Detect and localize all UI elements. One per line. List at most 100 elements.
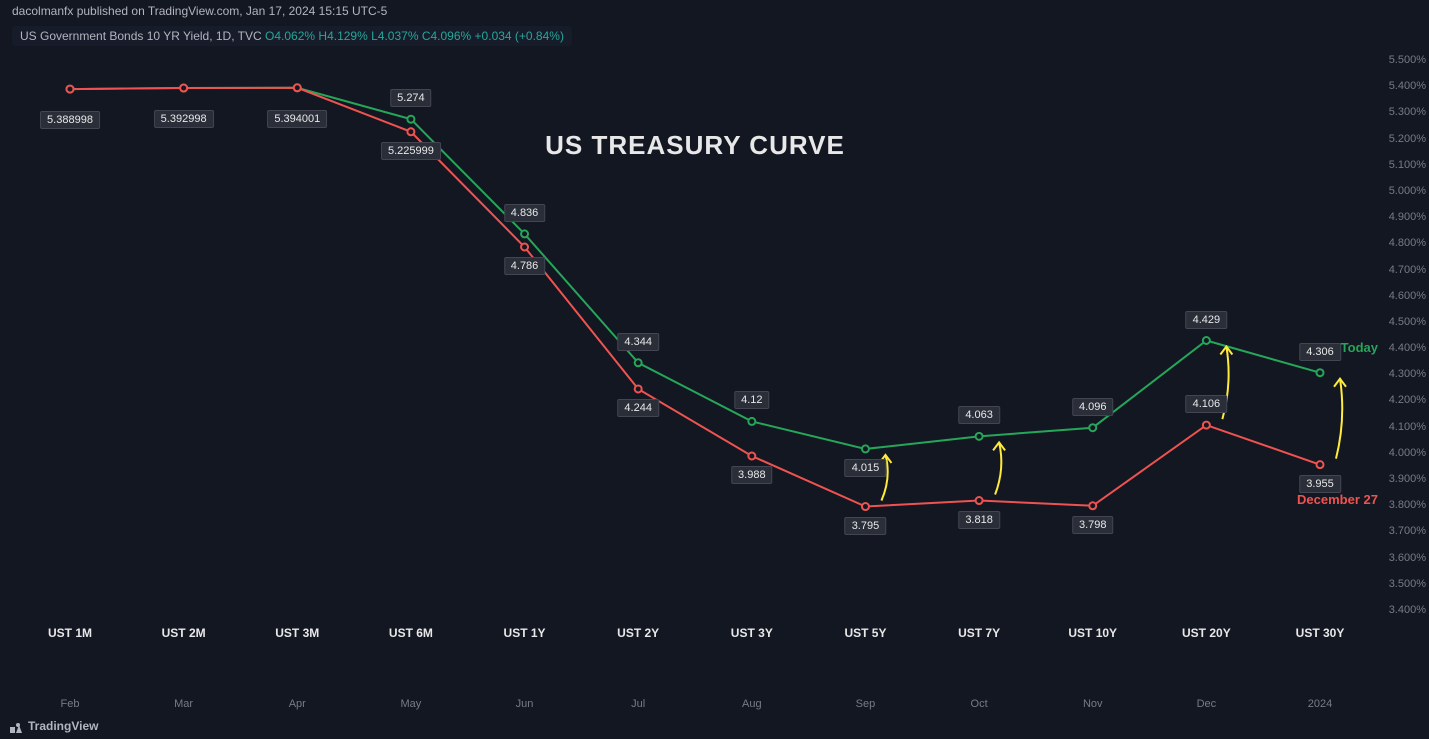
series-line-December 27 xyxy=(70,88,1320,507)
y-tick: 4.200% xyxy=(1389,394,1426,406)
y-tick: 5.100% xyxy=(1389,159,1426,171)
series-point xyxy=(1317,461,1324,468)
series-point xyxy=(1089,502,1096,509)
series-label: Today xyxy=(1341,340,1378,355)
up-arrow-icon xyxy=(1334,379,1346,459)
x-category-label: UST 10Y xyxy=(1068,626,1117,640)
point-label: 4.12 xyxy=(734,391,769,409)
series-point xyxy=(521,230,528,237)
y-tick: 3.800% xyxy=(1389,499,1426,511)
x-category-label: UST 3M xyxy=(275,626,319,640)
point-label: 4.063 xyxy=(958,406,1000,424)
series-point xyxy=(748,418,755,425)
x-month-label: Oct xyxy=(971,698,988,710)
y-tick: 4.100% xyxy=(1389,421,1426,433)
x-category-label: UST 2M xyxy=(162,626,206,640)
x-category-label: UST 30Y xyxy=(1296,626,1345,640)
y-tick: 4.800% xyxy=(1389,237,1426,249)
y-tick: 5.200% xyxy=(1389,133,1426,145)
x-category-label: UST 7Y xyxy=(958,626,1000,640)
point-label: 4.015 xyxy=(845,459,887,477)
series-point xyxy=(635,359,642,366)
series-label: December 27 xyxy=(1297,492,1378,507)
series-point xyxy=(862,445,869,452)
series-point xyxy=(180,85,187,92)
x-category-label: UST 3Y xyxy=(731,626,773,640)
x-month-label: 2024 xyxy=(1308,698,1332,710)
series-point xyxy=(1317,369,1324,376)
series-point xyxy=(67,86,74,93)
point-label: 4.096 xyxy=(1072,398,1114,416)
y-tick: 3.900% xyxy=(1389,473,1426,485)
point-label: 4.836 xyxy=(504,204,546,222)
y-tick: 3.600% xyxy=(1389,552,1426,564)
ohlc-values: O4.062% H4.129% L4.037% C4.096% +0.034 (… xyxy=(265,29,564,43)
y-tick: 4.000% xyxy=(1389,447,1426,459)
x-category-label: UST 20Y xyxy=(1182,626,1231,640)
y-tick: 4.900% xyxy=(1389,211,1426,223)
point-label: 3.795 xyxy=(845,517,887,535)
point-label: 4.344 xyxy=(617,333,659,351)
x-month-label: Apr xyxy=(289,698,306,710)
x-month-label: Dec xyxy=(1197,698,1217,710)
x-category-label: UST 6M xyxy=(389,626,433,640)
x-month-label: Feb xyxy=(61,698,80,710)
point-label: 5.388998 xyxy=(40,111,100,129)
y-tick: 5.000% xyxy=(1389,185,1426,197)
chart-area[interactable]: US TREASURY CURVE 3.400%3.500%3.600%3.70… xyxy=(10,50,1380,690)
series-point xyxy=(976,497,983,504)
point-label: 4.786 xyxy=(504,257,546,275)
symbol-ohlc-bar: US Government Bonds 10 YR Yield, 1D, TVC… xyxy=(12,26,572,46)
point-label: 5.392998 xyxy=(154,110,214,128)
y-tick: 3.700% xyxy=(1389,525,1426,537)
series-point xyxy=(1203,337,1210,344)
point-label: 3.798 xyxy=(1072,516,1114,534)
brand-footer: TradingView xyxy=(10,719,98,733)
y-tick: 3.400% xyxy=(1389,604,1426,616)
point-label: 4.244 xyxy=(617,399,659,417)
y-tick: 3.500% xyxy=(1389,578,1426,590)
x-month-label: Jul xyxy=(631,698,645,710)
x-month-label: Sep xyxy=(856,698,876,710)
series-point xyxy=(862,503,869,510)
point-label: 3.988 xyxy=(731,466,773,484)
y-axis: 3.400% 3.500% 3.600% 3.700% 3.800% 3.900% 4.00… xyxy=(1380,50,1429,690)
y-tick: 4.500% xyxy=(1389,316,1426,328)
x-month-label: Aug xyxy=(742,698,762,710)
series-point xyxy=(748,453,755,460)
series-point xyxy=(407,128,414,135)
series-point xyxy=(1089,424,1096,431)
series-point xyxy=(407,116,414,123)
series-point xyxy=(294,84,301,91)
x-month-label: Nov xyxy=(1083,698,1103,710)
y-tick: 4.700% xyxy=(1389,264,1426,276)
series-point xyxy=(521,244,528,251)
x-month-label: Mar xyxy=(174,698,193,710)
point-label: 3.955 xyxy=(1299,475,1341,493)
point-label: 5.394001 xyxy=(267,110,327,128)
tradingview-icon xyxy=(10,722,24,732)
series-point xyxy=(1203,422,1210,429)
plot-svg xyxy=(10,50,1380,690)
point-label: 4.306 xyxy=(1299,343,1341,361)
point-label: 4.106 xyxy=(1186,395,1228,413)
symbol-desc: US Government Bonds 10 YR Yield, 1D, TVC xyxy=(20,29,262,43)
point-label: 4.429 xyxy=(1186,311,1228,329)
y-tick: 4.300% xyxy=(1389,368,1426,380)
y-tick: 5.300% xyxy=(1389,106,1426,118)
y-tick: 5.400% xyxy=(1389,80,1426,92)
y-tick: 4.600% xyxy=(1389,290,1426,302)
series-point xyxy=(976,433,983,440)
y-tick: 4.400% xyxy=(1389,342,1426,354)
series-line-Today xyxy=(70,88,1320,449)
x-category-label: UST 5Y xyxy=(844,626,886,640)
y-tick: 5.500% xyxy=(1389,54,1426,66)
x-month-label: Jun xyxy=(516,698,534,710)
point-label: 3.818 xyxy=(958,511,1000,529)
x-category-label: UST 2Y xyxy=(617,626,659,640)
x-month-label: May xyxy=(401,698,422,710)
publish-info: dacolmanfx published on TradingView.com,… xyxy=(12,4,387,18)
x-category-label: UST 1Y xyxy=(504,626,546,640)
point-label: 5.225999 xyxy=(381,142,441,160)
x-category-label: UST 1M xyxy=(48,626,92,640)
